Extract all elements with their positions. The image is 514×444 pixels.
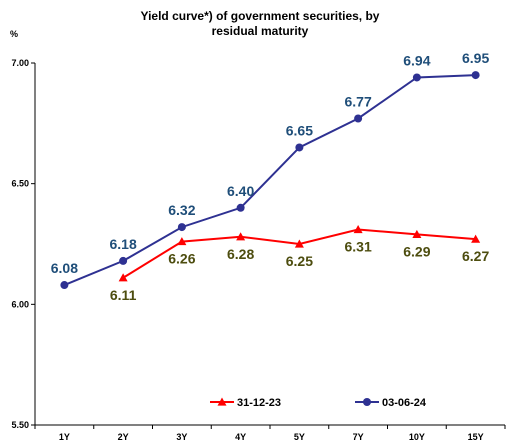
x-tick-label: 10Y: [409, 432, 425, 442]
series-31-12-23: [118, 225, 481, 282]
x-tick-label: 3Y: [176, 432, 187, 442]
data-point: [353, 225, 363, 234]
data-point: [295, 143, 304, 152]
legend-item-03-06-24: 03-06-24: [355, 397, 427, 409]
y-axis-label: %: [10, 29, 18, 39]
data-point: [119, 256, 128, 265]
data-labels: 6.11 6.26 6.28 6.25 6.31 6.29 6.27 6.08 6.18 6.32…: [51, 50, 490, 303]
legend-label: 03-06-24: [382, 397, 427, 409]
x-tick-label: 15Y: [468, 432, 484, 442]
y-tick-label: 5.50: [11, 420, 29, 430]
data-label: 6.08: [51, 260, 78, 276]
data-point: [118, 273, 128, 282]
legend-label: 31-12-23: [237, 397, 281, 409]
x-tick-label: 2Y: [118, 432, 129, 442]
data-label: 6.31: [345, 239, 372, 255]
chart-title-line-1: Yield curve*) of government securities, …: [141, 9, 380, 23]
legend: 31-12-23 03-06-24: [210, 397, 427, 409]
axes: 5.50 6.00 6.50 7.00 1Y 2Y 3Y 4Y 5Y 7Y 10Y 15Y: [11, 58, 506, 442]
data-label: 6.18: [110, 236, 137, 252]
data-point: [236, 232, 246, 241]
series-layer: [60, 71, 481, 290]
data-point: [471, 234, 481, 243]
legend-marker: [363, 398, 371, 406]
data-point: [177, 237, 187, 246]
chart-title-line-2: residual maturity: [212, 24, 309, 38]
data-label: 6.77: [345, 94, 372, 110]
data-point: [177, 223, 186, 232]
data-label: 6.94: [403, 52, 430, 68]
data-label: 6.40: [227, 183, 254, 199]
data-label: 6.95: [462, 50, 489, 66]
legend-marker: [217, 397, 227, 406]
y-tick-label: 6.50: [11, 179, 29, 189]
data-point: [60, 281, 69, 290]
data-label: 6.26: [168, 251, 195, 267]
y-tick-label: 7.00: [11, 58, 29, 68]
series-03-06-24: [60, 71, 480, 290]
data-label: 6.28: [227, 246, 254, 262]
x-tick-label: 5Y: [294, 432, 305, 442]
x-tick-label: 7Y: [353, 432, 364, 442]
data-label: 6.27: [462, 248, 489, 264]
data-point: [412, 73, 421, 82]
legend-item-31-12-23: 31-12-23: [210, 397, 281, 409]
data-point: [354, 114, 363, 123]
data-label: 6.65: [286, 122, 313, 138]
data-label: 6.25: [286, 253, 313, 269]
y-tick-label: 6.00: [11, 299, 29, 309]
x-tick-label: 4Y: [235, 432, 246, 442]
data-label: 6.29: [403, 243, 430, 259]
data-point: [236, 203, 245, 212]
data-point: [471, 71, 480, 80]
data-label: 6.11: [110, 287, 137, 303]
data-point: [412, 229, 422, 238]
data-label: 6.32: [168, 202, 195, 218]
x-tick-label: 1Y: [59, 432, 70, 442]
series-line-03-06-24: [63, 74, 476, 286]
data-point: [294, 239, 304, 248]
